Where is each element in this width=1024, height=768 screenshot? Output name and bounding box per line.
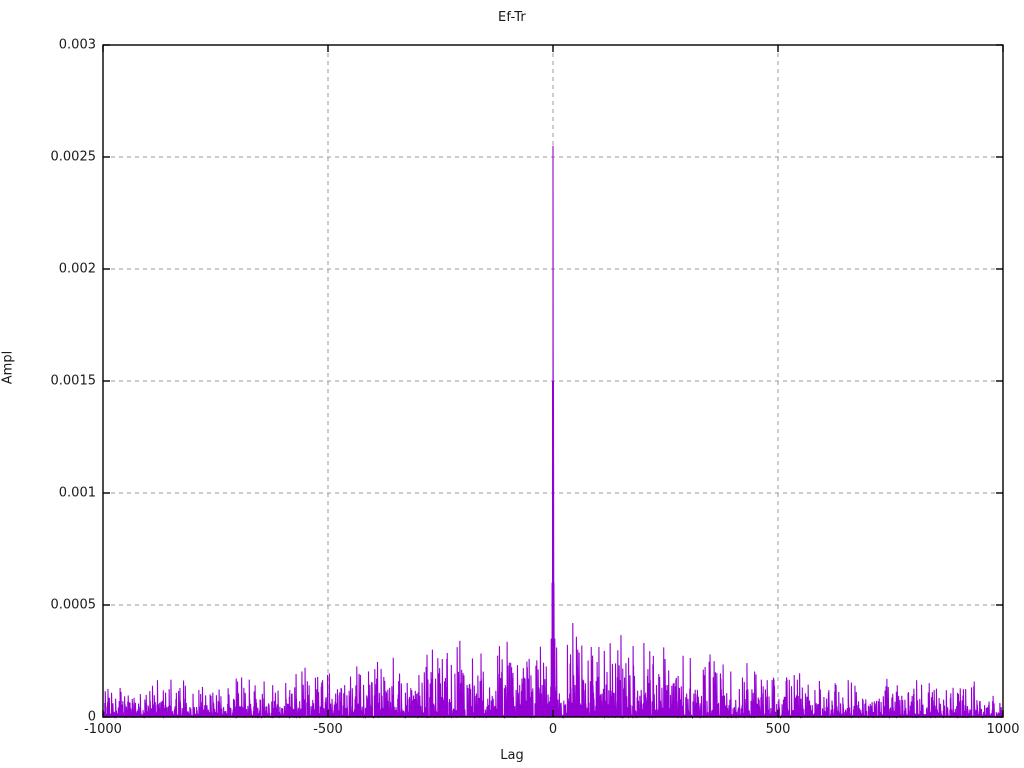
x-tick-label: -1000 (84, 722, 122, 737)
y-tick-label: 0 (87, 709, 96, 725)
y-tick-label: 0.0005 (50, 597, 97, 613)
y-tick-label: 0.003 (58, 37, 96, 53)
axis-ticks (102, 44, 1004, 718)
x-axis-label: Lag (500, 748, 524, 763)
y-tick-label: 0.0015 (50, 373, 97, 389)
y-tick-label: 0.0025 (50, 149, 97, 165)
y-axis-tick-labels: 0 0.0005 0.001 0.0015 0.002 0.0025 0.003 (0, 0, 97, 768)
chart-title: Ef-Tr (498, 10, 526, 25)
x-tick-label: 0 (548, 722, 558, 737)
data-series-line (102, 145, 1004, 720)
x-tick-label: -500 (313, 722, 343, 737)
x-tick-label: 1000 (986, 722, 1020, 737)
y-tick-label: 0.002 (58, 261, 96, 277)
y-tick-label: 0.001 (58, 485, 96, 501)
x-tick-label: 500 (765, 722, 791, 737)
